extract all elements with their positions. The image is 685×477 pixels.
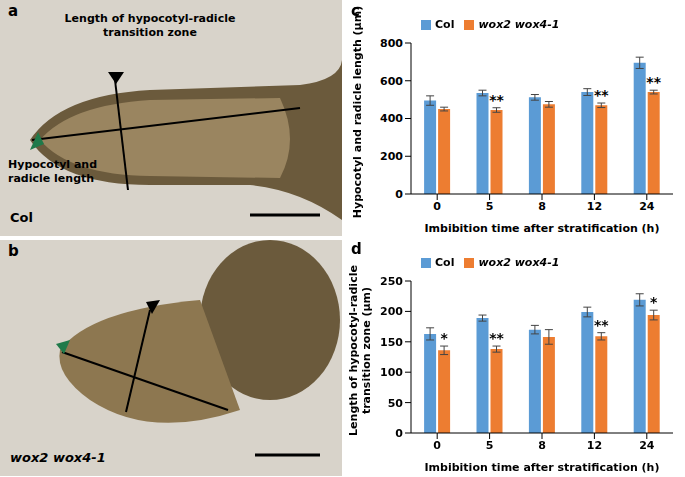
svg-text:0: 0 bbox=[433, 200, 441, 213]
html-text:Col: Col bbox=[435, 256, 455, 269]
svg-text:50: 50 bbox=[388, 397, 404, 410]
svg-text:0: 0 bbox=[395, 188, 403, 201]
svg-text:12: 12 bbox=[587, 200, 602, 213]
svg-text:b: b bbox=[8, 242, 19, 260]
svg-text:250: 250 bbox=[380, 275, 403, 288]
html-text:wox2 wox4-1: wox2 wox4-1 bbox=[478, 18, 560, 31]
svg-text:150: 150 bbox=[380, 336, 403, 349]
svg-text:Length of hypocotyl-radicletra: Length of hypocotyl-radicletransition zo… bbox=[65, 12, 236, 39]
svg-text:Imbibition time after stratifi: Imbibition time after stratification (h) bbox=[425, 222, 660, 235]
html-text:wox2 wox4-1: wox2 wox4-1 bbox=[478, 256, 560, 269]
svg-text:200: 200 bbox=[380, 305, 403, 318]
svg-text:Imbibition time after stratifi: Imbibition time after stratification (h) bbox=[425, 461, 660, 474]
svg-text:c: c bbox=[351, 2, 360, 20]
svg-text:200: 200 bbox=[380, 150, 403, 163]
svg-text:5: 5 bbox=[486, 439, 494, 452]
svg-text:**: ** bbox=[594, 317, 609, 333]
svg-text:Hypocotyl and radicle length (: Hypocotyl and radicle length (μm) bbox=[351, 6, 364, 218]
svg-text:*: * bbox=[650, 294, 658, 310]
svg-text:d: d bbox=[351, 240, 362, 258]
svg-text:600: 600 bbox=[380, 75, 403, 88]
svg-text:24: 24 bbox=[639, 439, 655, 452]
html-text:Col: Col bbox=[435, 18, 455, 31]
svg-text:12: 12 bbox=[587, 439, 602, 452]
svg-text:**: ** bbox=[646, 74, 661, 90]
svg-text:Length of hypocotyl-radicletra: Length of hypocotyl-radicletransition zo… bbox=[347, 265, 373, 436]
svg-text:**: ** bbox=[489, 92, 504, 108]
svg-text:400: 400 bbox=[380, 112, 403, 125]
svg-text:8: 8 bbox=[538, 200, 546, 213]
svg-text:**: ** bbox=[489, 330, 504, 346]
svg-text:0: 0 bbox=[395, 427, 403, 440]
svg-text:5: 5 bbox=[486, 200, 494, 213]
svg-text:wox2 wox4-1: wox2 wox4-1 bbox=[10, 450, 106, 465]
svg-text:*: * bbox=[440, 330, 448, 346]
svg-text:0: 0 bbox=[433, 439, 441, 452]
svg-text:800: 800 bbox=[380, 37, 403, 50]
svg-text:**: ** bbox=[594, 87, 609, 103]
svg-text:Col: Col bbox=[10, 210, 33, 225]
svg-text:Hypocotyl andradicle length: Hypocotyl andradicle length bbox=[8, 158, 97, 185]
svg-text:8: 8 bbox=[538, 439, 546, 452]
svg-text:100: 100 bbox=[380, 366, 403, 379]
svg-text:a: a bbox=[8, 2, 18, 20]
svg-text:24: 24 bbox=[639, 200, 655, 213]
